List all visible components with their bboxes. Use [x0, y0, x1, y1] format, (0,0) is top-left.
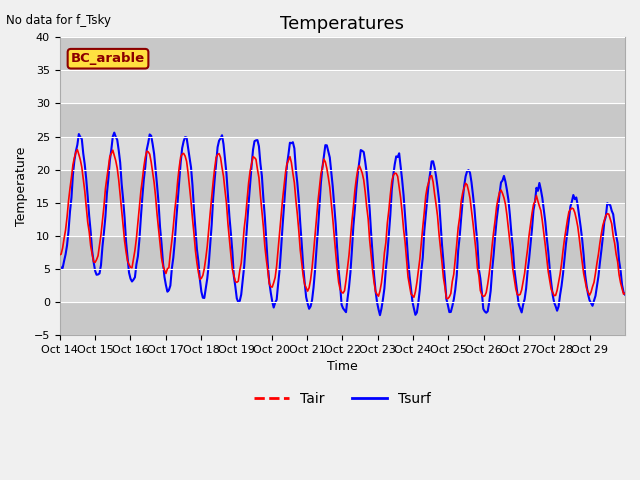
Bar	[60, 236, 625, 269]
Bar	[60, 169, 625, 203]
Bar	[60, 37, 625, 71]
Bar	[60, 269, 625, 302]
Bar	[60, 104, 625, 136]
Bar	[60, 136, 625, 169]
Bar	[60, 203, 625, 236]
Bar	[60, 71, 625, 104]
Title: Temperatures: Temperatures	[280, 15, 404, 33]
Y-axis label: Temperature: Temperature	[15, 146, 28, 226]
Text: No data for f_Tsky: No data for f_Tsky	[6, 14, 111, 27]
Text: BC_arable: BC_arable	[71, 52, 145, 65]
Legend: Tair, Tsurf: Tair, Tsurf	[248, 386, 436, 411]
Bar	[60, 302, 625, 335]
X-axis label: Time: Time	[327, 360, 358, 373]
